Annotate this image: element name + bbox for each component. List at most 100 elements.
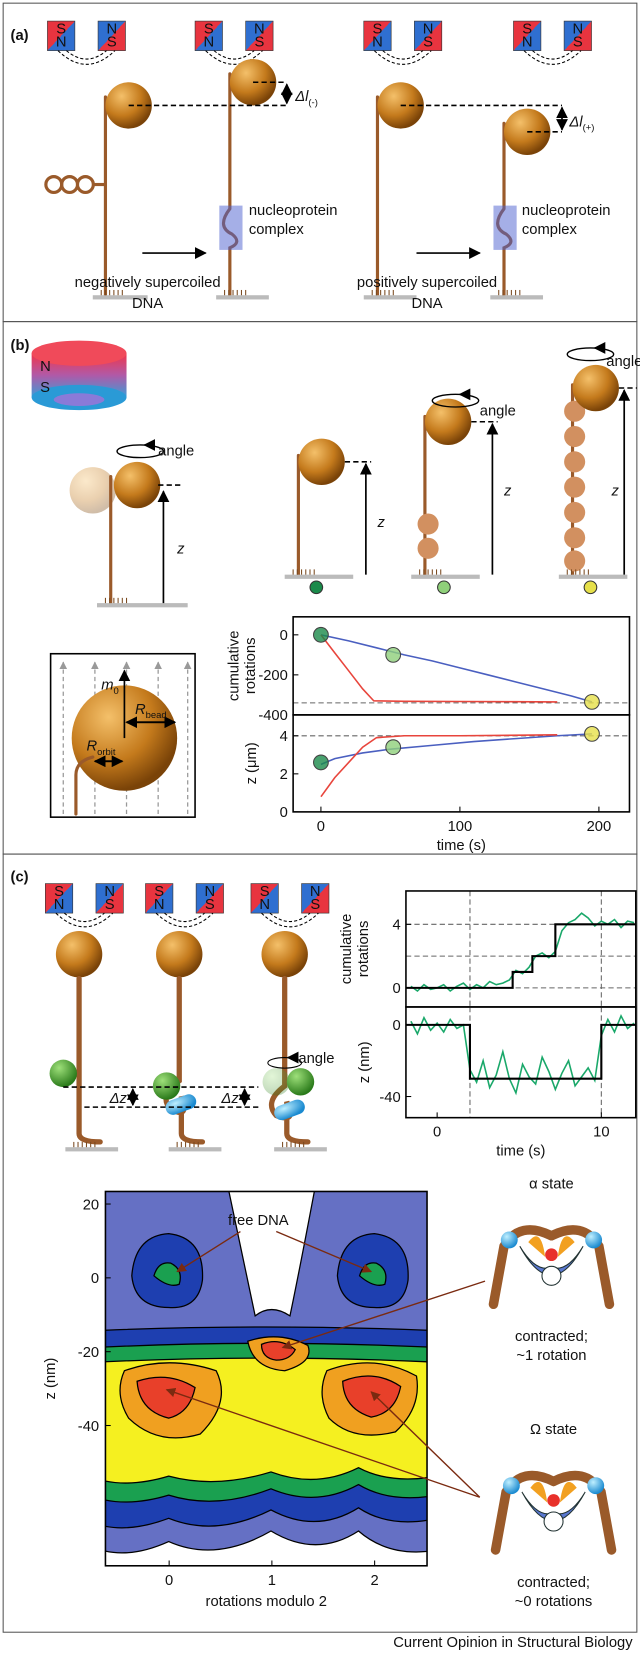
protein-domain	[587, 1477, 605, 1495]
caption: positively supercoiled	[357, 275, 497, 291]
complex-label: complex	[522, 222, 578, 238]
delta-l-plus-subscript: (+)	[583, 123, 595, 134]
angle-label: angle	[158, 444, 194, 460]
annotation-arrow	[370, 1391, 481, 1498]
protein-domain	[559, 1481, 577, 1503]
x-tick-label: 1	[268, 1573, 276, 1589]
radius-label-symbol: R	[135, 702, 146, 718]
bead	[156, 931, 203, 978]
magnet-pole: S	[205, 897, 215, 913]
magnet-pole: S	[310, 897, 320, 913]
bead	[55, 931, 103, 978]
field-line	[532, 50, 573, 60]
protein	[564, 451, 586, 473]
protein	[49, 1059, 77, 1088]
protein	[564, 527, 586, 549]
magnet-pole: N	[204, 884, 215, 900]
magnet-pole: S	[105, 897, 115, 913]
y-axis-label: cumulative	[339, 914, 355, 985]
magnet	[513, 20, 542, 51]
angle-label: angle	[298, 1051, 334, 1067]
surface	[490, 295, 544, 300]
protein	[564, 476, 586, 498]
x-tick-label: 100	[448, 819, 473, 835]
state-marker	[313, 754, 329, 771]
series-line	[405, 1023, 636, 1080]
state-caption: ~0 rotations	[515, 1594, 592, 1610]
protein-domain	[547, 1494, 560, 1507]
magnet-pole: N	[259, 897, 270, 913]
protein-domain	[502, 1477, 520, 1495]
angle-ellipse	[566, 347, 615, 362]
x-tick-label: 200	[587, 819, 612, 835]
plot-frame	[405, 1006, 637, 1119]
protein-cylinder	[274, 1099, 305, 1121]
y-tick-label: 4	[280, 729, 288, 745]
y-tick-label: -40	[379, 1090, 400, 1106]
state-caption: contracted;	[517, 1575, 590, 1591]
delta-l-plus-symbol: Δl	[568, 115, 583, 131]
complex-label: nucleoprotein	[522, 203, 611, 219]
state-marker	[584, 693, 600, 710]
contour-region	[136, 1376, 196, 1419]
angle-ellipse	[267, 1057, 303, 1069]
magnet-pole: S	[107, 34, 117, 50]
series-line	[320, 734, 558, 798]
magnet-pole: S	[423, 34, 433, 50]
x-tick-label: 0	[317, 819, 325, 835]
plectoneme	[60, 175, 80, 195]
field-line	[523, 50, 582, 65]
field-line	[155, 912, 214, 928]
magnet-pole: N	[54, 897, 65, 913]
state-dot	[583, 580, 598, 595]
surface	[363, 295, 417, 300]
magnet	[301, 883, 330, 914]
y-axis-label: cumulative	[226, 631, 242, 702]
magnet-pole: N	[203, 34, 214, 50]
x-tick-label: 10	[593, 1125, 609, 1141]
protein	[564, 400, 586, 422]
moment-label-subscript: 0	[114, 686, 119, 697]
angle-label: angle	[606, 354, 640, 370]
protein	[152, 1072, 181, 1100]
magnet	[95, 883, 124, 914]
magnet-pole: N	[254, 22, 265, 38]
annotation: free DNA	[228, 1213, 289, 1229]
moment-label: m0	[101, 678, 119, 697]
magnet-pole: S	[573, 34, 583, 50]
magnet	[245, 20, 274, 51]
radius-label-subscript: bead	[146, 710, 167, 721]
state-dot	[309, 580, 324, 595]
dna-tether	[74, 755, 95, 816]
radius-label: Rbead	[135, 702, 167, 721]
inset-frame	[49, 652, 196, 818]
magnet-hole	[53, 393, 105, 406]
field-line	[57, 50, 116, 65]
field-line	[164, 912, 205, 923]
angle-label: angle	[480, 403, 516, 419]
plot-frame	[104, 1190, 428, 1567]
magnet-pole: S	[54, 884, 64, 900]
field-line	[63, 912, 105, 923]
field-line	[55, 912, 114, 928]
bead	[424, 398, 472, 445]
bead	[113, 461, 161, 509]
magnet-pole: N	[104, 884, 115, 900]
surface	[97, 603, 188, 608]
protein	[564, 425, 586, 448]
y-tick-label: 0	[280, 805, 288, 821]
magnet-pole: S	[204, 22, 214, 38]
field-line	[373, 50, 432, 65]
caption: DNA	[411, 296, 442, 312]
y-tick-label: -400	[258, 708, 288, 724]
magnet-pole: S	[56, 22, 66, 38]
delta-l-minus: Δl(-)	[294, 89, 318, 108]
magnet-pole: N	[423, 22, 434, 38]
protein	[564, 501, 586, 523]
protein	[417, 513, 439, 535]
y-tick-label: 4	[392, 918, 400, 934]
y-tick-label: 0	[280, 628, 288, 644]
